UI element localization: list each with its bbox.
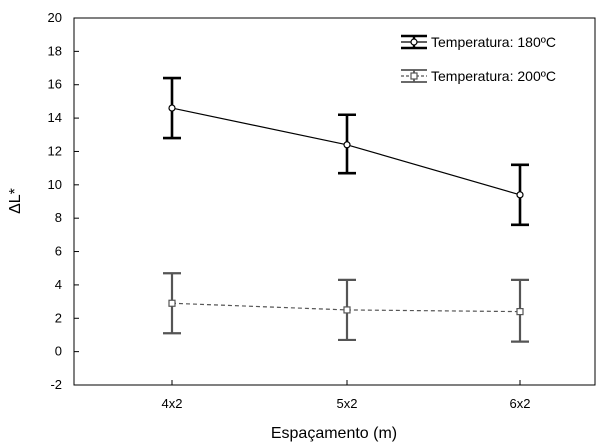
x-tick-label: 5x2 [337, 396, 358, 411]
y-tick-label: 8 [55, 210, 62, 225]
y-tick-label: 6 [55, 244, 62, 259]
y-tick-label: 0 [55, 344, 62, 359]
x-axis-title: Espaçamento (m) [271, 425, 397, 442]
y-tick-label: 10 [48, 177, 62, 192]
y-tick-label: 4 [55, 277, 62, 292]
y-axis: -2 0 2 4 6 8 10 12 14 16 18 20 [48, 10, 79, 392]
data-point [168, 104, 176, 112]
legend-item-2: Temperatura: 200ºC [401, 68, 556, 84]
series-layer [163, 76, 529, 343]
data-point [343, 306, 351, 314]
y-axis-title: ΔL* [7, 188, 24, 214]
data-point [516, 308, 524, 316]
legend: Temperatura: 180ºC Temperatura: 200ºC [401, 34, 556, 84]
legend-marker [410, 72, 418, 80]
y-tick-label: 20 [48, 10, 62, 25]
y-tick-label: 2 [55, 310, 62, 325]
y-tick-label: 12 [48, 143, 62, 158]
legend-marker [410, 38, 418, 46]
legend-label: Temperatura: 200ºC [431, 68, 556, 84]
legend-item-1: Temperatura: 180ºC [401, 34, 556, 50]
y-tick-label: 16 [48, 77, 62, 92]
data-point [516, 191, 524, 199]
legend-label: Temperatura: 180ºC [431, 34, 556, 50]
plot-area [73, 17, 596, 386]
data-point [168, 299, 176, 307]
series-1 [163, 76, 529, 227]
y-tick-label: 14 [48, 110, 62, 125]
series-2 [163, 272, 529, 343]
x-tick-label: 6x2 [510, 396, 531, 411]
data-point [343, 141, 351, 149]
x-axis: 4x2 5x2 6x2 [162, 380, 531, 411]
x-tick-label: 4x2 [162, 396, 183, 411]
y-tick-label: 18 [48, 43, 62, 58]
y-tick-label: -2 [50, 377, 62, 392]
